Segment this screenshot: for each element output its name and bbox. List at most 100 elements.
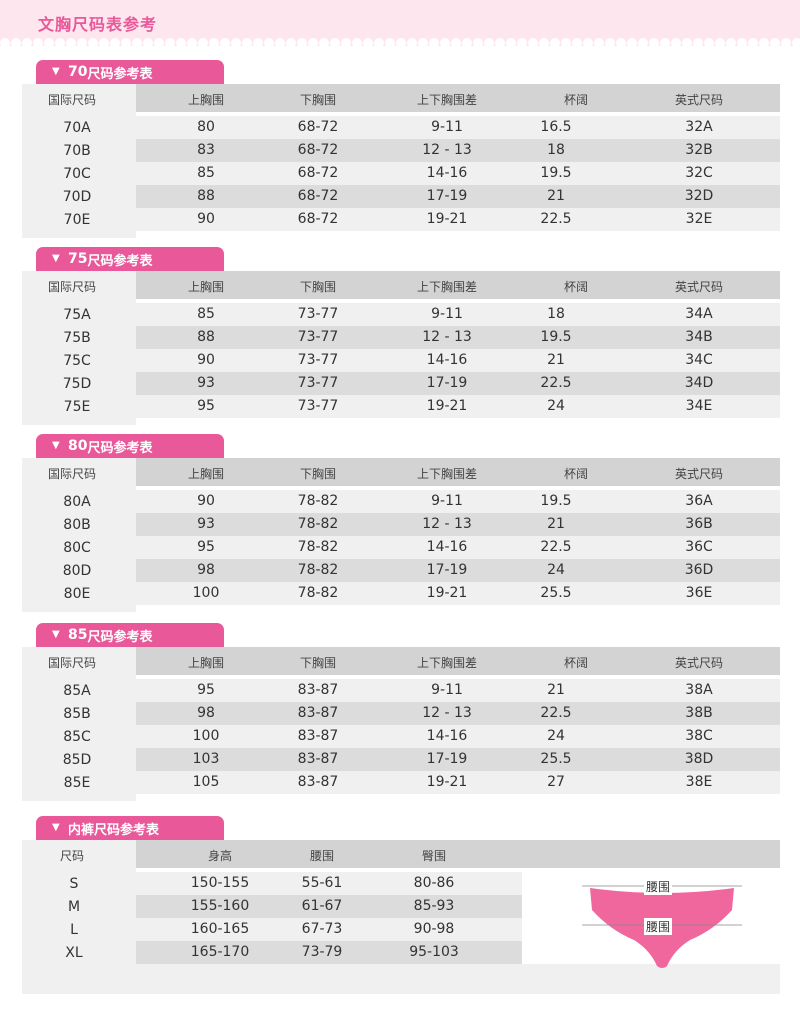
- table-row: 93 78-82 12 - 13 21 36B: [136, 513, 780, 536]
- column-header: 身高: [207, 849, 232, 863]
- table-cell: 9-11: [431, 493, 463, 509]
- scallop-dot: [143, 38, 153, 46]
- bra-section-tab: ▼ 85 尺码参考表: [36, 623, 224, 647]
- table-row: 150-155 55-61 80-86: [136, 872, 522, 895]
- panty-header-row: 身高 腰围 臀围: [136, 840, 780, 868]
- table-cell: 93: [197, 375, 215, 391]
- table-cell: 165-170: [190, 944, 250, 960]
- size-label: 85D: [62, 752, 92, 768]
- size-label: 70C: [63, 166, 91, 182]
- scallop-dot: [110, 38, 120, 46]
- size-label: 70E: [63, 212, 91, 228]
- bra-size-table: 国际尺码 70A 70B 70C 70D 70E 上胸围 下胸围 上下胸围差 杯阔 英式尺码 80 68…: [22, 84, 780, 238]
- size-label: XL: [65, 945, 83, 961]
- column-header: 上胸围: [187, 93, 224, 107]
- table-row: 105 83-87 19-21 27 38E: [136, 771, 780, 794]
- table-cell: 55-61: [301, 875, 343, 891]
- table-cell: 73-77: [297, 398, 339, 414]
- size-label: 85E: [63, 775, 91, 791]
- waist-label: 腰围: [644, 878, 673, 895]
- scallop-dot: [198, 38, 208, 46]
- bra-section-tab: ▼ 75 尺码参考表: [36, 247, 224, 271]
- table-cell: 73-79: [301, 944, 343, 960]
- table-cell: 24: [547, 562, 565, 578]
- scallop-dot: [704, 38, 714, 46]
- table-row: 98 78-82 17-19 24 36D: [136, 559, 780, 582]
- scallop-dot: [385, 38, 395, 46]
- table-cell: 100: [192, 728, 220, 744]
- table-cell: 38C: [685, 728, 713, 744]
- scallop-dot: [737, 38, 747, 46]
- table-cell: 80: [197, 119, 215, 135]
- size-label: 80D: [62, 563, 92, 579]
- scallop-dot: [759, 38, 769, 46]
- scallop-dot: [396, 38, 406, 46]
- table-cell: 12 - 13: [422, 142, 472, 158]
- size-label: 75B: [63, 330, 91, 346]
- table-cell: 78-82: [297, 516, 339, 532]
- table-cell: 32D: [684, 188, 714, 204]
- table-row: 88 73-77 12 - 13 19.5 34B: [136, 326, 780, 349]
- table-row: 85 73-77 9-11 18 34A: [136, 303, 780, 326]
- scallop-dot: [132, 38, 142, 46]
- scallop-dot: [319, 38, 329, 46]
- panty-size-section: ▼ 内裤尺码参考表 尺码 S M L XL 身高 腰围 臀围 150-155 55-61 80-…: [22, 816, 780, 996]
- table-cell: 32B: [685, 142, 713, 158]
- column-header: 下胸围: [299, 93, 336, 107]
- table-cell: 18: [547, 142, 565, 158]
- table-cell: 68-72: [297, 165, 339, 181]
- table-cell: 24: [547, 728, 565, 744]
- size-label: M: [67, 899, 81, 915]
- column-header: 国际尺码: [47, 280, 96, 294]
- table-cell: 22.5: [540, 705, 572, 721]
- tab-size-number: 85: [68, 627, 88, 643]
- table-cell: 36A: [685, 493, 713, 509]
- scallop-dot: [165, 38, 175, 46]
- table-cell: 22.5: [540, 539, 572, 555]
- column-header: 腰围: [309, 849, 334, 863]
- table-row: 155-160 61-67 85-93: [136, 895, 522, 918]
- scallop-dot: [726, 38, 736, 46]
- column-header: 国际尺码: [47, 467, 96, 481]
- triangle-down-icon: ▼: [52, 66, 60, 77]
- table-cell: 9-11: [431, 682, 463, 698]
- scallop-dot: [561, 38, 571, 46]
- table-header-row: 上胸围 下胸围 上下胸围差 杯阔 英式尺码: [136, 271, 780, 299]
- table-cell: 19-21: [426, 398, 468, 414]
- column-header: 下胸围: [299, 467, 336, 481]
- scallop-dot: [484, 38, 494, 46]
- table-filler: [136, 964, 780, 994]
- table-cell: 38E: [685, 774, 713, 790]
- scallop-dot: [451, 38, 461, 46]
- scallop-dot: [44, 38, 54, 46]
- table-header-row: 上胸围 下胸围 上下胸围差 杯阔 英式尺码: [136, 84, 780, 112]
- table-cell: 95: [197, 539, 215, 555]
- table-cell: 17-19: [426, 562, 468, 578]
- table-cell: 34E: [685, 398, 713, 414]
- scallop-dot: [55, 38, 65, 46]
- tab-label: 尺码参考表: [87, 253, 153, 269]
- size-label: 80A: [63, 494, 91, 510]
- table-cell: 68-72: [297, 142, 339, 158]
- scallop-dot: [517, 38, 527, 46]
- scallop-dot: [418, 38, 428, 46]
- column-header: 上下胸围差: [416, 656, 477, 670]
- scallop-dot: [209, 38, 219, 46]
- hip-label: 腰围: [644, 918, 673, 935]
- scallop-dot: [715, 38, 725, 46]
- table-row: 98 83-87 12 - 13 22.5 38B: [136, 702, 780, 725]
- table-cell: 83-87: [297, 728, 339, 744]
- scallop-dot: [407, 38, 417, 46]
- bra-size-table: 国际尺码 80A 80B 80C 80D 80E 上胸围 下胸围 上下胸围差 杯阔 英式尺码 90 78…: [22, 458, 780, 612]
- triangle-down-icon: ▼: [52, 440, 60, 451]
- column-header: 上下胸围差: [416, 467, 477, 481]
- scallop-dot: [440, 38, 450, 46]
- size-label: 75A: [63, 307, 91, 323]
- column-header: 上胸围: [187, 280, 224, 294]
- scallop-dot: [627, 38, 637, 46]
- table-cell: 68-72: [297, 119, 339, 135]
- table-cell: 67-73: [301, 921, 343, 937]
- scallop-dot: [330, 38, 340, 46]
- table-cell: 22.5: [540, 375, 572, 391]
- table-cell: 100: [192, 585, 220, 601]
